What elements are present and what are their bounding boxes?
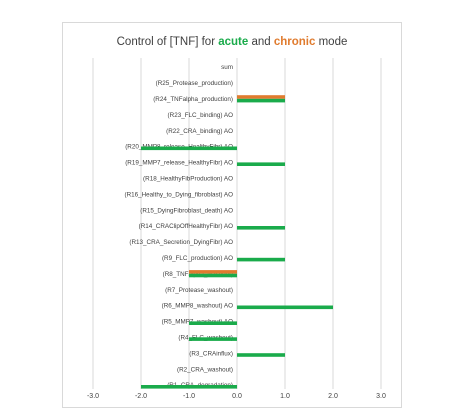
category-label: (R7_Protease_washout) xyxy=(165,287,233,294)
category-label: sum xyxy=(221,64,233,71)
x-tick-label: 3.0 xyxy=(376,393,386,400)
category-label: (R19_MMP7_release_HealthyFibr) AO xyxy=(125,160,233,167)
bar-acute xyxy=(141,146,237,151)
category-label: (R23_FLC_binding) AO xyxy=(168,112,234,119)
bar-acute xyxy=(237,98,285,103)
category-label: (R24_TNFalpha_production) xyxy=(153,96,233,103)
bar-acute xyxy=(237,162,285,166)
x-tick-label: 1.0 xyxy=(280,393,290,400)
category-label: (R22_CRA_binding) AO xyxy=(166,128,233,135)
bar-acute xyxy=(237,305,333,310)
title-acute: acute xyxy=(218,36,249,48)
chart-frame xyxy=(62,22,402,408)
category-label: (R13_CRA_Secretion_DyingFibr) AO xyxy=(129,239,233,246)
x-tick-label: -3.0 xyxy=(87,393,99,400)
bar-acute xyxy=(237,257,285,262)
category-label: (R25_Protease_production) xyxy=(156,80,233,87)
x-tick-label: 0.0 xyxy=(232,393,242,400)
bar-acute xyxy=(189,321,237,325)
bar-chronic xyxy=(189,270,237,274)
category-label: (R6_MMP8_washout) AO xyxy=(162,303,233,310)
category-label: (R18_HealthyFibProduction) AO xyxy=(143,176,233,183)
bar-chronic xyxy=(237,95,285,99)
bar-acute xyxy=(141,385,237,389)
category-label: (R14_CRAClipOffHealthyFibr) AO xyxy=(139,223,233,230)
bar-acute xyxy=(189,273,237,278)
chart-title: Control of [TNF] for acute and chronic m… xyxy=(116,36,348,48)
bar-acute xyxy=(237,353,285,357)
x-tick-label: -2.0 xyxy=(135,393,147,400)
x-tick-label: -1.0 xyxy=(183,393,195,400)
bar-acute xyxy=(237,226,285,230)
category-label: (R9_FLC_production) AO xyxy=(162,255,233,262)
category-label: (R2_CRA_washout) xyxy=(177,366,233,373)
category-label: (R16_Healthy_to_Dying_fibroblast) AO xyxy=(124,191,233,198)
title-chronic: chronic xyxy=(273,36,316,48)
category-label: (R15_DyingFibroblast_death) AO xyxy=(140,207,233,214)
category-label: (R3_CRAinflux) xyxy=(189,350,233,357)
bar-acute xyxy=(189,337,237,341)
x-tick-label: 2.0 xyxy=(328,393,338,400)
